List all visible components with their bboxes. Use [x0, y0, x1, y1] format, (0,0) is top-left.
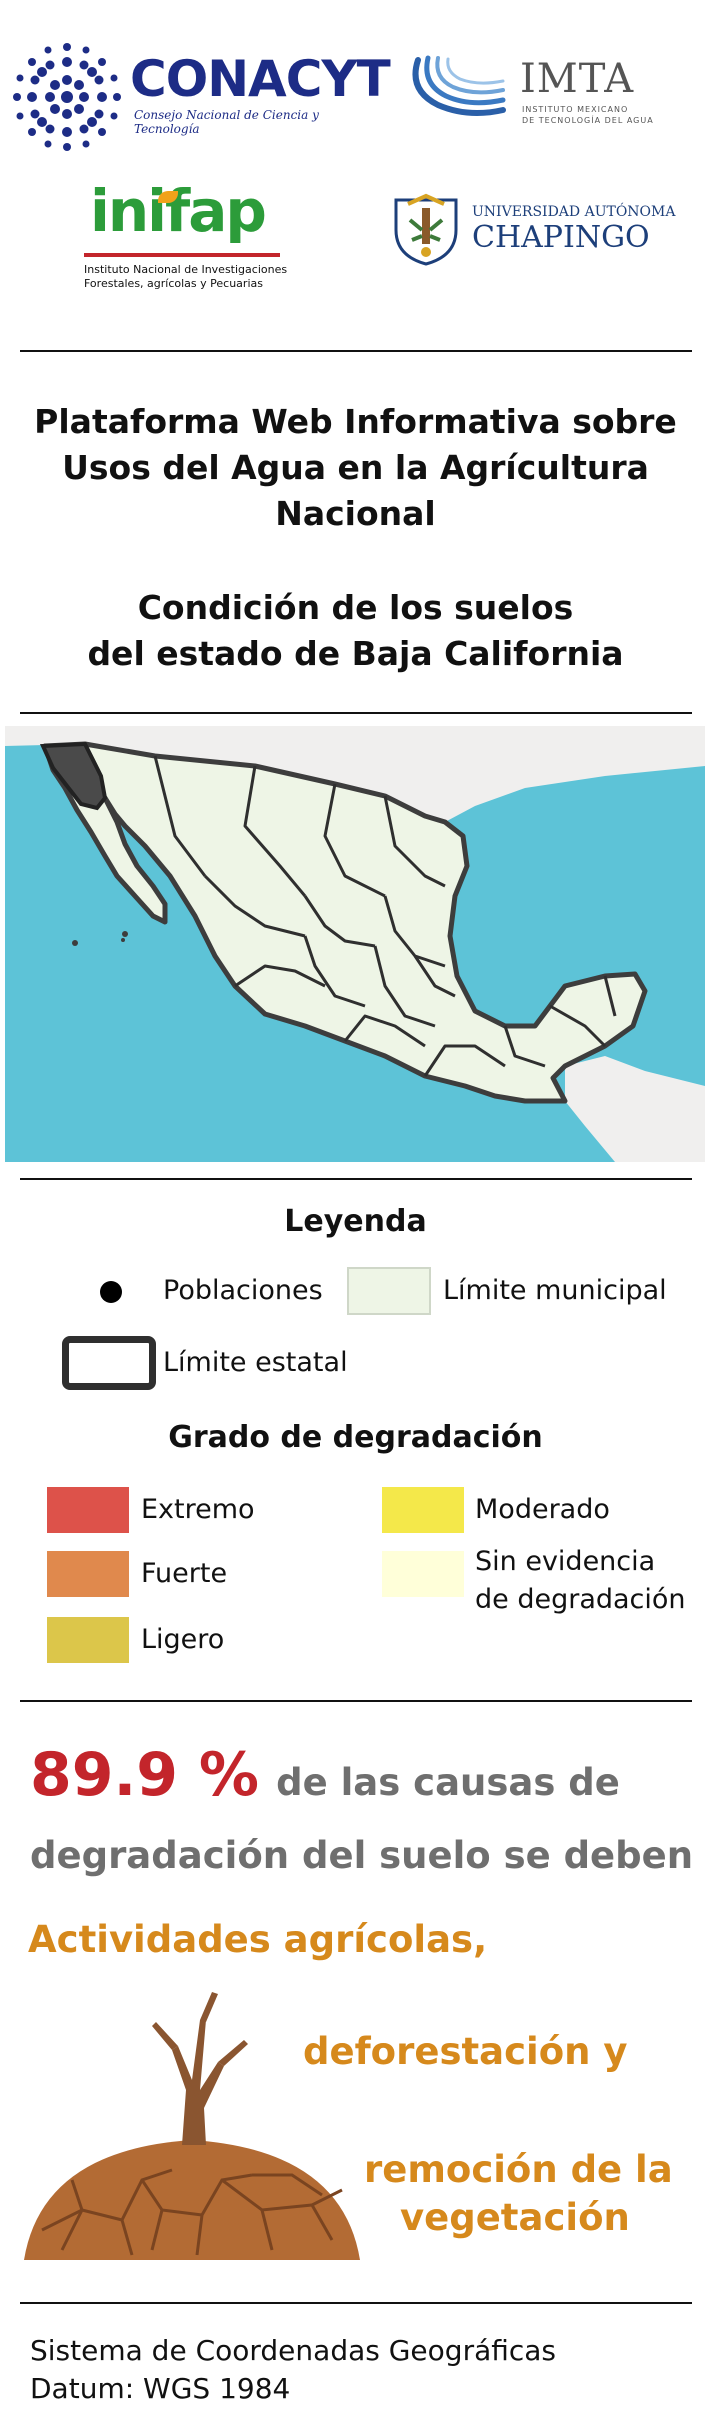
divider [20, 1178, 692, 1180]
stat-text-2: degradación del suelo se deben [30, 1834, 694, 1877]
page-title-line1: Plataforma Web Informativa sobre [34, 402, 677, 441]
cause-1: Actividades agrícolas, [28, 1918, 488, 1961]
swatch-ligero [47, 1617, 129, 1663]
island [122, 931, 128, 937]
legend-limite-municipal: Límite municipal [443, 1275, 667, 1306]
page-subtitle-line2: del estado de Baja California [87, 634, 624, 673]
chapingo-line2: CHAPINGO [472, 220, 650, 255]
page-title-line2: Usos del Agua en la Agrícultura [62, 448, 649, 487]
divider [20, 1700, 692, 1702]
swatch-fuerte [47, 1551, 129, 1597]
estatal-symbol [62, 1336, 156, 1390]
inifap-name: inifap [90, 177, 267, 245]
page-title-line3: Nacional [275, 494, 436, 533]
state-borders [153, 755, 617, 1077]
baja-california-state [39, 741, 108, 811]
inifap-logo: inifap Instituto Nacional de Investigaci… [80, 177, 300, 295]
mexico-map [5, 726, 705, 1162]
map-panel [5, 726, 705, 1162]
island [121, 938, 125, 942]
stat-value: 89.9 % [30, 1740, 260, 1810]
stat-text-1: de las causas de [276, 1761, 620, 1804]
conacyt-subtitle: Consejo Nacional de Ciencia y Tecnología [134, 108, 319, 136]
imta-subtitle-1: INSTITUTO MEXICANO [522, 105, 629, 114]
legend-ligero: Ligero [141, 1624, 225, 1655]
legend-limite-estatal: Límite estatal [163, 1347, 348, 1378]
conacyt-dots-icon [13, 43, 121, 151]
chapingo-line1: UNIVERSIDAD AUTÓNOMA [472, 204, 676, 220]
imta-name: IMTA [520, 56, 635, 102]
legend-sin-evidencia-2: de degradación [475, 1584, 686, 1615]
conacyt-logo: CONACYT Consejo Nacional de Ciencia y Te… [12, 42, 391, 152]
legend-poblaciones: Poblaciones [163, 1275, 323, 1306]
divider [20, 350, 692, 352]
degradation-legend-title: Grado de degradación [168, 1420, 543, 1455]
swatch-moderado [382, 1487, 464, 1533]
legend-moderado: Moderado [475, 1494, 610, 1525]
legend-sin-evidencia-1: Sin evidencia [475, 1546, 656, 1577]
stat-line1: 89.9 % de las causas de [30, 1740, 620, 1810]
mexico-landmass [42, 741, 648, 1104]
swatch-extremo [47, 1487, 129, 1533]
footer-line2: Datum: WGS 1984 [30, 2372, 291, 2405]
legend-fuerte: Fuerte [141, 1558, 228, 1589]
island [72, 940, 78, 946]
chapingo-seal-icon [394, 193, 458, 266]
inifap-leaf-icon [158, 191, 178, 203]
footer-line1: Sistema de Coordenadas Geográficas [30, 2334, 557, 2367]
municipal-symbol [347, 1267, 431, 1315]
poblaciones-symbol [100, 1281, 122, 1303]
inifap-subtitle-1: Instituto Nacional de Investigaciones [84, 263, 288, 276]
swatch-sin-evidencia [382, 1551, 464, 1597]
imta-subtitle-2: DE TECNOLOGÍA DEL AGUA [522, 116, 654, 125]
imta-logo: IMTA INSTITUTO MEXICANO DE TECNOLOGÍA DE… [408, 50, 698, 140]
dead-tree-icon [24, 1992, 360, 2260]
legend-extremo: Extremo [141, 1494, 255, 1525]
legend-title: Leyenda [284, 1204, 427, 1239]
imta-waves-icon [412, 55, 506, 116]
cause-3-line2: vegetación [400, 2196, 630, 2239]
divider [20, 712, 692, 714]
inifap-underline [84, 253, 280, 257]
inifap-subtitle-2: Forestales, agrícolas y Pecuarias [84, 277, 263, 290]
usa-landmass [5, 726, 705, 822]
cause-3-line1: remoción de la [364, 2148, 673, 2191]
central-america-landmass [565, 1056, 705, 1162]
divider [20, 2302, 692, 2304]
chapingo-logo: UNIVERSIDAD AUTÓNOMA CHAPINGO [388, 190, 688, 270]
page-subtitle-line1: Condición de los suelos [137, 588, 574, 627]
conacyt-name: CONACYT [130, 50, 391, 108]
cause-2: deforestación y [303, 2030, 628, 2073]
